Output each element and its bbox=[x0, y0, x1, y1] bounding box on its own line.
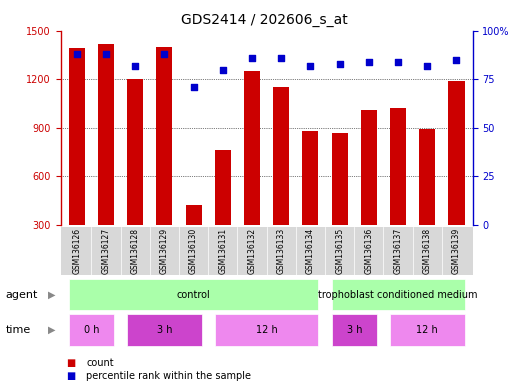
Text: ▶: ▶ bbox=[48, 324, 55, 335]
Text: 12 h: 12 h bbox=[256, 324, 278, 335]
Point bbox=[160, 51, 168, 57]
Text: GSM136135: GSM136135 bbox=[335, 227, 344, 274]
Point bbox=[423, 63, 431, 69]
Bar bbox=[332, 132, 348, 225]
Text: count: count bbox=[86, 358, 114, 368]
Text: agent: agent bbox=[5, 290, 37, 300]
Point bbox=[365, 59, 373, 65]
Bar bbox=[361, 110, 377, 225]
Text: GSM136126: GSM136126 bbox=[72, 227, 81, 274]
Text: GSM136139: GSM136139 bbox=[452, 227, 461, 274]
Text: GSM136127: GSM136127 bbox=[101, 227, 110, 274]
Text: GSM136133: GSM136133 bbox=[277, 227, 286, 274]
Bar bbox=[244, 71, 260, 225]
Text: GSM136128: GSM136128 bbox=[131, 228, 140, 273]
Point bbox=[131, 63, 139, 69]
Text: trophoblast conditioned medium: trophoblast conditioned medium bbox=[318, 290, 478, 300]
Point bbox=[335, 61, 344, 67]
Text: GSM136129: GSM136129 bbox=[160, 227, 169, 274]
Point bbox=[306, 63, 315, 69]
Point bbox=[102, 51, 110, 57]
Bar bbox=[98, 44, 114, 225]
Text: 12 h: 12 h bbox=[417, 324, 438, 335]
Text: 3 h: 3 h bbox=[346, 324, 362, 335]
Text: percentile rank within the sample: percentile rank within the sample bbox=[86, 371, 251, 381]
Text: GSM136132: GSM136132 bbox=[248, 227, 257, 274]
Text: control: control bbox=[177, 290, 211, 300]
Bar bbox=[448, 81, 465, 225]
Point bbox=[452, 57, 461, 63]
Text: 0 h: 0 h bbox=[83, 324, 99, 335]
Text: GSM136131: GSM136131 bbox=[218, 227, 228, 274]
Bar bbox=[273, 87, 289, 225]
Bar bbox=[69, 48, 85, 225]
Bar bbox=[127, 79, 143, 225]
Point bbox=[248, 55, 256, 61]
Bar bbox=[303, 131, 318, 225]
Bar bbox=[390, 108, 406, 225]
Text: GSM136136: GSM136136 bbox=[364, 227, 373, 274]
Point bbox=[394, 59, 402, 65]
Bar bbox=[185, 205, 202, 225]
Text: GSM136134: GSM136134 bbox=[306, 227, 315, 274]
Text: GSM136138: GSM136138 bbox=[423, 227, 432, 274]
Text: time: time bbox=[5, 324, 31, 335]
Text: 3 h: 3 h bbox=[157, 324, 172, 335]
Point bbox=[72, 51, 81, 57]
Text: GDS2414 / 202606_s_at: GDS2414 / 202606_s_at bbox=[181, 13, 347, 27]
Text: ▶: ▶ bbox=[48, 290, 55, 300]
Point bbox=[277, 55, 286, 61]
Bar bbox=[215, 150, 231, 225]
Text: GSM136137: GSM136137 bbox=[393, 227, 402, 274]
Point bbox=[219, 66, 227, 73]
Bar bbox=[156, 47, 173, 225]
Text: ■: ■ bbox=[66, 371, 76, 381]
Text: ■: ■ bbox=[66, 358, 76, 368]
Bar bbox=[419, 129, 435, 225]
Text: GSM136130: GSM136130 bbox=[189, 227, 198, 274]
Point bbox=[190, 84, 198, 90]
